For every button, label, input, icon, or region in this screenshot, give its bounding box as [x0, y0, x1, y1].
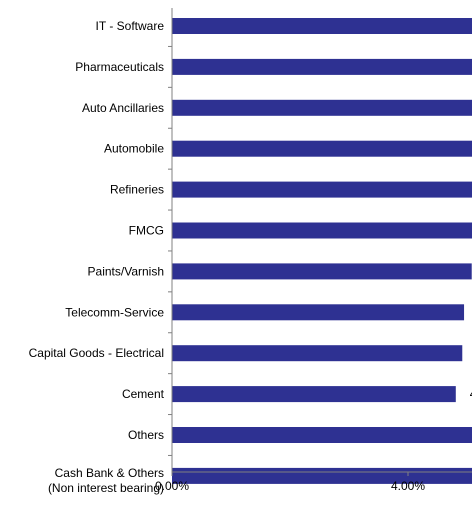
data-label: 4.81%	[470, 387, 472, 401]
x-axis-ticks: 0.00%4.00%8.00%12.00%16.00%20.00%	[155, 472, 425, 493]
x-tick-label: 0.00%	[155, 479, 189, 493]
category-label: Telecomm-Service	[65, 305, 164, 319]
data-labels: 16.48%10.47%10.18%7.71%6.92%6.35%5.08%4.…	[470, 387, 472, 401]
bar	[172, 140, 472, 157]
category-label: Pharmaceuticals	[75, 60, 164, 74]
category-label: Cash Bank & Others	[55, 466, 164, 480]
axes	[168, 8, 472, 473]
category-label: Paints/Varnish	[88, 264, 164, 278]
bar	[172, 263, 472, 280]
category-label: Cement	[122, 387, 165, 401]
category-labels: IT - Software Pharmaceuticals Auto Ancilla…	[29, 19, 165, 495]
category-sublabel: (Non interest bearing)	[48, 481, 164, 495]
bar	[172, 181, 472, 198]
x-tick-label: 4.00%	[391, 479, 425, 493]
category-label: FMCG	[129, 224, 164, 238]
category-label: Others	[128, 428, 164, 442]
bars-group	[172, 18, 472, 484]
category-label: Capital Goods - Electrical	[29, 346, 164, 360]
category-label: Refineries	[110, 183, 164, 197]
bar	[172, 222, 472, 239]
category-label: Auto Ancillaries	[82, 101, 164, 115]
bar	[172, 427, 472, 443]
bar	[172, 304, 465, 321]
bar	[172, 58, 472, 75]
bar	[172, 18, 472, 34]
bar	[172, 467, 472, 484]
category-label: IT - Software	[96, 19, 165, 33]
bar	[172, 345, 463, 362]
category-label: Automobile	[104, 142, 164, 156]
bar	[172, 99, 472, 116]
bar	[172, 386, 456, 403]
